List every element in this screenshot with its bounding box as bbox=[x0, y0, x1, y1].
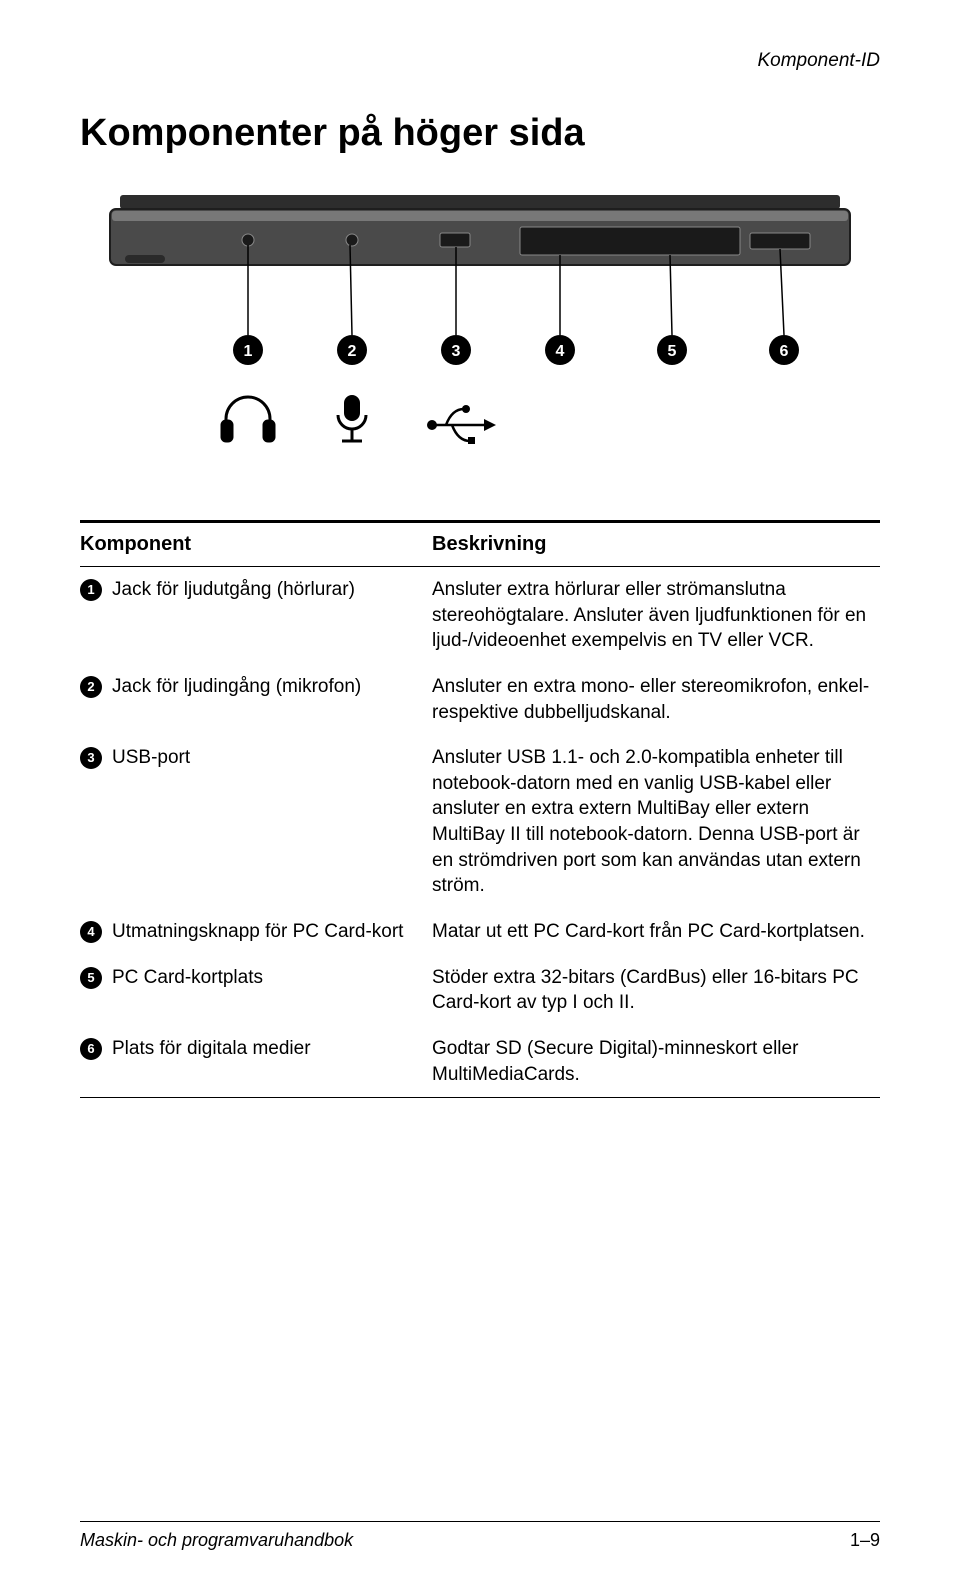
col-header-description: Beskrivning bbox=[432, 523, 880, 567]
row-number-badge: 6 bbox=[80, 1038, 102, 1060]
page-footer: Maskin- och programvaruhandbok 1–9 bbox=[80, 1521, 880, 1551]
description-cell: Godtar SD (Secure Digital)-minneskort el… bbox=[432, 1026, 880, 1097]
laptop-body bbox=[110, 195, 850, 265]
header-category: Komponent-ID bbox=[80, 50, 880, 72]
row-number-badge: 2 bbox=[80, 676, 102, 698]
mic-icon bbox=[338, 395, 366, 441]
component-name: Utmatningsknapp för PC Card-kort bbox=[112, 919, 403, 945]
page-title: Komponenter på höger sida bbox=[80, 112, 880, 155]
laptop-side-diagram: 1 2 3 4 5 6 bbox=[80, 185, 880, 475]
table-row: 2 Jack för ljudingång (mikrofon) Ansluter … bbox=[80, 664, 880, 735]
footer-book-title: Maskin- och programvaruhandbok bbox=[80, 1530, 353, 1551]
row-number-badge: 4 bbox=[80, 921, 102, 943]
table-row: 5 PC Card-kortplats Stöder extra 32-bitars… bbox=[80, 955, 880, 1026]
component-cell: 3 USB-port bbox=[80, 735, 432, 909]
component-name: PC Card-kortplats bbox=[112, 965, 263, 991]
component-cell: 2 Jack för ljudingång (mikrofon) bbox=[80, 664, 432, 735]
component-name: Jack för ljudingång (mikrofon) bbox=[112, 674, 361, 700]
component-cell: 6 Plats för digitala medier bbox=[80, 1026, 432, 1097]
callout-numbers: 1 2 3 4 5 6 bbox=[233, 335, 799, 365]
table-row: 6 Plats för digitala medier Godtar SD (Sec… bbox=[80, 1026, 880, 1097]
svg-text:4: 4 bbox=[556, 343, 565, 360]
usb-icon bbox=[427, 405, 496, 444]
description-cell: Ansluter extra hörlurar eller strömanslu… bbox=[432, 567, 880, 664]
row-number-badge: 5 bbox=[80, 967, 102, 989]
description-cell: Matar ut ett PC Card-kort från PC Card-k… bbox=[432, 909, 880, 955]
component-cell: 4 Utmatningsknapp för PC Card-kort bbox=[80, 909, 432, 955]
table-row: 3 USB-port Ansluter USB 1.1- och 2.0-kompa… bbox=[80, 735, 880, 909]
table-row: 1 Jack för ljudutgång (hörlurar) Ansluter … bbox=[80, 567, 880, 664]
row-number-badge: 1 bbox=[80, 579, 102, 601]
description-cell: Ansluter en extra mono- eller stereomikr… bbox=[432, 664, 880, 735]
svg-text:2: 2 bbox=[348, 343, 357, 360]
footer-page-number: 1–9 bbox=[850, 1530, 880, 1551]
description-cell: Stöder extra 32-bitars (CardBus) eller 1… bbox=[432, 955, 880, 1026]
component-name: Jack för ljudutgång (hörlurar) bbox=[112, 577, 355, 603]
component-name: Plats för digitala medier bbox=[112, 1036, 311, 1062]
component-name: USB-port bbox=[112, 745, 190, 771]
svg-text:6: 6 bbox=[780, 343, 789, 360]
callout-icons bbox=[222, 395, 496, 444]
col-header-component: Komponent bbox=[80, 523, 432, 567]
row-number-badge: 3 bbox=[80, 747, 102, 769]
description-cell: Ansluter USB 1.1- och 2.0-kompatibla enh… bbox=[432, 735, 880, 909]
components-table: Komponent Beskrivning 1 Jack för ljudutgå… bbox=[80, 520, 880, 1098]
svg-text:3: 3 bbox=[452, 343, 461, 360]
component-cell: 1 Jack för ljudutgång (hörlurar) bbox=[80, 567, 432, 664]
table-row: 4 Utmatningsknapp för PC Card-kort Matar u… bbox=[80, 909, 880, 955]
svg-text:5: 5 bbox=[668, 343, 677, 360]
headphones-icon bbox=[222, 397, 274, 441]
component-cell: 5 PC Card-kortplats bbox=[80, 955, 432, 1026]
svg-text:1: 1 bbox=[244, 343, 253, 360]
